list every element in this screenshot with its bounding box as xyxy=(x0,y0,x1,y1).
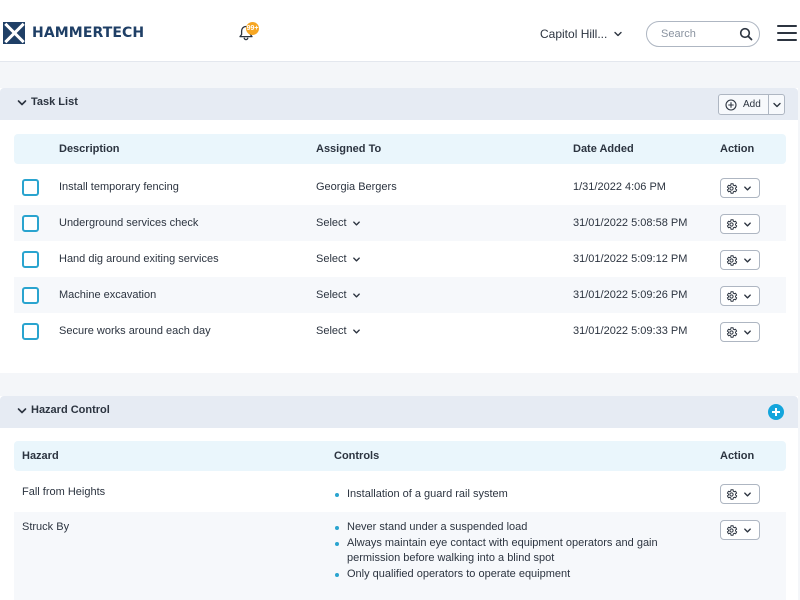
select-label: Select xyxy=(316,289,347,301)
assignee-select[interactable]: Select xyxy=(316,325,361,337)
task-date: 31/01/2022 5:08:58 PM xyxy=(573,217,688,229)
location-selector[interactable]: Capitol Hill... xyxy=(540,27,623,41)
chevron-down-icon[interactable] xyxy=(17,98,27,108)
task-date: 31/01/2022 5:09:26 PM xyxy=(573,289,688,301)
table-row: Underground services check Select 31/01/… xyxy=(14,205,786,241)
hazard-name: Fall from Heights xyxy=(22,486,106,498)
hazard-control-header: Hazard Control xyxy=(0,396,798,428)
control-item: Never stand under a suspended load xyxy=(334,520,694,536)
column-description: Description xyxy=(59,143,120,155)
chevron-down-icon xyxy=(352,328,360,334)
gear-icon xyxy=(726,219,738,230)
chevron-down-icon xyxy=(744,186,751,191)
task-assignee: Georgia Bergers xyxy=(316,181,397,193)
table-row: Machine excavation Select 31/01/2022 5:0… xyxy=(14,277,786,313)
hazard-control-title: Hazard Control xyxy=(31,404,110,416)
task-list-title: Task List xyxy=(31,96,78,108)
top-bar: HAMMERTECH 99+ Capitol Hill... xyxy=(0,0,800,62)
task-checkbox[interactable] xyxy=(22,215,39,232)
table-row: Struck By Never stand under a suspended … xyxy=(14,512,786,600)
task-list-header: Task List Add xyxy=(0,88,798,120)
column-action: Action xyxy=(720,143,755,155)
task-description: Underground services check xyxy=(59,217,199,229)
table-row: Install temporary fencing Georgia Berger… xyxy=(14,169,786,205)
select-label: Select xyxy=(316,253,347,265)
chevron-down-icon[interactable] xyxy=(17,406,27,416)
select-label: Select xyxy=(316,217,347,229)
task-checkbox[interactable] xyxy=(22,323,39,340)
task-date: 31/01/2022 5:09:33 PM xyxy=(573,325,688,337)
chevron-down-icon[interactable] xyxy=(772,100,782,110)
assignee-select[interactable]: Select xyxy=(316,253,361,265)
row-action-button[interactable] xyxy=(720,520,760,540)
table-row: Secure works around each day Select 31/0… xyxy=(14,313,786,349)
row-action-button[interactable] xyxy=(720,214,760,234)
hazard-name: Struck By xyxy=(22,521,70,533)
row-action-button[interactable] xyxy=(720,322,760,342)
table-row: Fall from Heights Installation of a guar… xyxy=(14,476,786,512)
row-action-button[interactable] xyxy=(720,286,760,306)
task-checkbox[interactable] xyxy=(22,179,39,196)
logo-icon xyxy=(3,22,25,44)
column-assigned-to: Assigned To xyxy=(316,143,382,155)
search-icon[interactable] xyxy=(739,27,753,41)
chevron-down-icon xyxy=(744,330,751,335)
control-list: Installation of a guard rail system xyxy=(334,487,694,503)
hazard-table-header: Hazard Controls Action xyxy=(14,441,786,471)
column-hazard: Hazard xyxy=(22,450,59,462)
search-box xyxy=(646,21,760,47)
table-row: Hand dig around exiting services Select … xyxy=(14,241,786,277)
column-controls: Controls xyxy=(334,450,380,462)
task-list-panel: Task List Add Description Assigned To Da… xyxy=(0,88,798,373)
add-label: Add xyxy=(743,99,761,110)
task-description: Hand dig around exiting services xyxy=(59,253,219,265)
chevron-down-icon xyxy=(744,492,751,497)
search-input[interactable] xyxy=(661,26,731,42)
gear-icon xyxy=(726,183,738,194)
chevron-down-icon xyxy=(352,220,360,226)
gear-icon xyxy=(726,327,738,338)
chevron-down-icon xyxy=(744,222,751,227)
gear-icon xyxy=(726,525,738,536)
assignee-select[interactable]: Select xyxy=(316,289,361,301)
task-date: 31/01/2022 5:09:12 PM xyxy=(573,253,688,265)
location-label: Capitol Hill... xyxy=(540,27,608,41)
column-action: Action xyxy=(720,450,755,462)
control-item: Only qualified operators to operate equi… xyxy=(334,567,694,583)
control-item: Installation of a guard rail system xyxy=(334,487,694,503)
menu-icon[interactable] xyxy=(777,25,797,41)
add-hazard-icon[interactable] xyxy=(768,404,784,420)
gear-icon xyxy=(726,291,738,302)
chevron-down-icon xyxy=(744,528,751,533)
notification-badge: 99+ xyxy=(246,22,259,35)
chevron-down-icon xyxy=(352,292,360,298)
task-description: Machine excavation xyxy=(59,289,157,301)
chevron-down-icon xyxy=(744,258,751,263)
control-item: Always maintain eye contact with equipme… xyxy=(334,536,694,567)
hazard-control-panel: Hazard Control Hazard Controls Action Fa… xyxy=(0,396,798,600)
chevron-down-icon xyxy=(352,256,360,262)
task-checkbox[interactable] xyxy=(22,287,39,304)
gear-icon xyxy=(726,489,738,500)
gear-icon xyxy=(726,255,738,266)
task-checkbox[interactable] xyxy=(22,251,39,268)
column-date-added: Date Added xyxy=(573,143,634,155)
chevron-down-icon xyxy=(744,294,751,299)
row-action-button[interactable] xyxy=(720,484,760,504)
select-label: Select xyxy=(316,325,347,337)
chevron-down-icon xyxy=(614,31,623,37)
divider xyxy=(768,95,769,114)
row-action-button[interactable] xyxy=(720,178,760,198)
hammertech-logo[interactable]: HAMMERTECH xyxy=(3,22,144,44)
task-description: Secure works around each day xyxy=(59,325,211,337)
plus-circle-icon xyxy=(725,98,737,111)
brand-name: HAMMERTECH xyxy=(32,25,145,41)
task-date: 1/31/2022 4:06 PM xyxy=(573,181,666,193)
add-task-button[interactable]: Add xyxy=(718,94,785,115)
control-list: Never stand under a suspended load Alway… xyxy=(334,520,694,582)
task-table-header: Description Assigned To Date Added Actio… xyxy=(14,134,786,164)
row-action-button[interactable] xyxy=(720,250,760,270)
assignee-select[interactable]: Select xyxy=(316,217,361,229)
task-description: Install temporary fencing xyxy=(59,181,179,193)
